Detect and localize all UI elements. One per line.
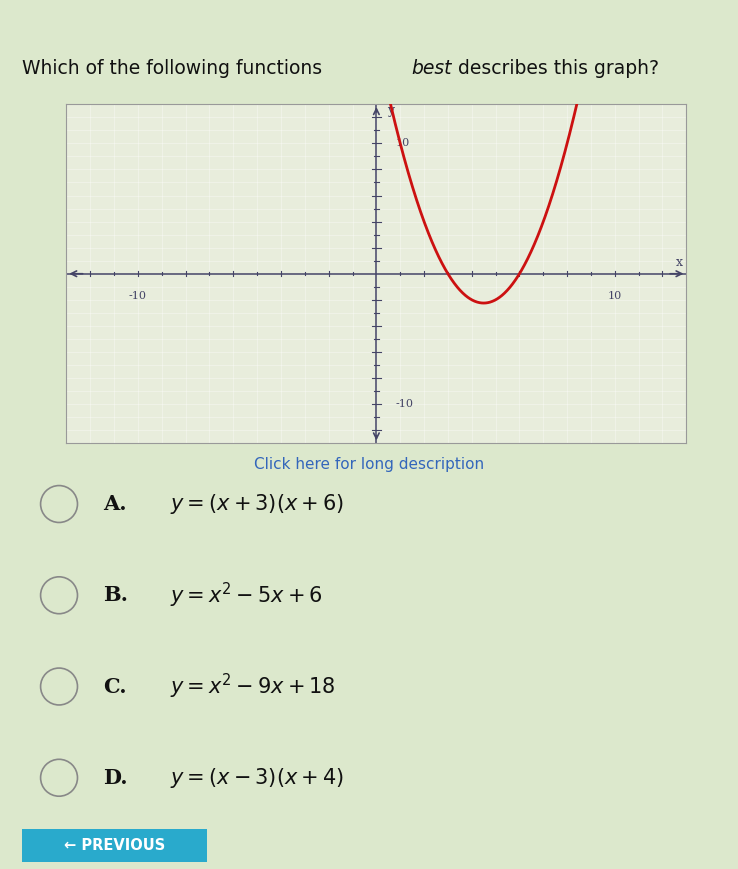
Text: A.: A. <box>103 494 127 514</box>
Text: $y = x^2 - 9x + 18$: $y = x^2 - 9x + 18$ <box>170 672 335 701</box>
Text: D.: D. <box>103 767 128 788</box>
Text: -10: -10 <box>396 399 413 409</box>
Text: best: best <box>412 59 452 78</box>
Text: C.: C. <box>103 676 127 697</box>
Text: x: x <box>676 255 683 269</box>
Text: B.: B. <box>103 585 128 606</box>
Text: -10: -10 <box>129 290 147 301</box>
Text: $y = (x+3)(x+6)$: $y = (x+3)(x+6)$ <box>170 492 344 516</box>
Text: $y = (x-3)(x+4)$: $y = (x-3)(x+4)$ <box>170 766 344 790</box>
Text: ← PREVIOUS: ← PREVIOUS <box>63 838 165 853</box>
Text: Which of the following functions: Which of the following functions <box>22 59 328 78</box>
Text: describes this graph?: describes this graph? <box>452 59 658 78</box>
Text: Click here for long description: Click here for long description <box>254 457 484 473</box>
Text: y: y <box>387 104 394 117</box>
FancyBboxPatch shape <box>13 827 216 864</box>
Text: $y = x^2 - 5x + 6$: $y = x^2 - 5x + 6$ <box>170 580 323 610</box>
Text: 10: 10 <box>607 290 622 301</box>
Text: 10: 10 <box>396 138 410 149</box>
